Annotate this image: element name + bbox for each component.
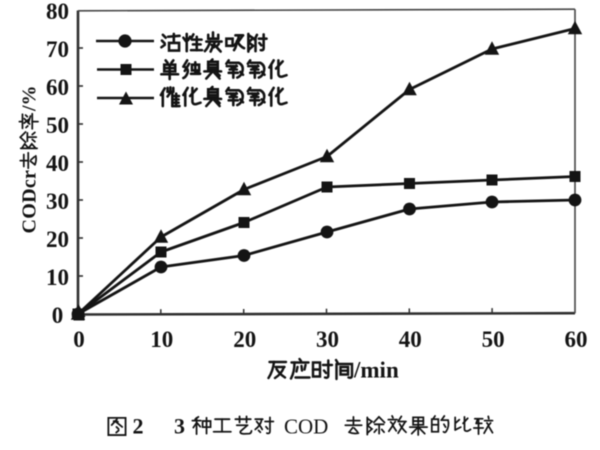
svg-text:2: 2 (133, 414, 144, 439)
svg-text:CODcr: CODcr (19, 170, 41, 234)
svg-text:30: 30 (316, 327, 339, 352)
svg-text:40: 40 (399, 327, 422, 352)
svg-text:20: 20 (233, 327, 256, 352)
svg-text:0: 0 (52, 303, 64, 328)
svg-text:/min: /min (353, 358, 399, 383)
svg-text:50: 50 (482, 327, 505, 352)
svg-text:40: 40 (46, 151, 69, 176)
svg-text:/%: /% (19, 85, 41, 112)
svg-text:60: 60 (565, 327, 588, 352)
svg-text:0: 0 (73, 327, 85, 352)
svg-text:50: 50 (46, 113, 69, 138)
svg-text:3: 3 (174, 414, 185, 439)
svg-text:60: 60 (46, 75, 69, 100)
svg-text:COD: COD (284, 415, 328, 439)
svg-text:20: 20 (46, 227, 69, 252)
svg-text:10: 10 (46, 265, 69, 290)
svg-text:80: 80 (46, 0, 69, 24)
svg-text:10: 10 (150, 327, 173, 352)
svg-text:70: 70 (46, 37, 69, 62)
svg-text:30: 30 (46, 189, 69, 214)
